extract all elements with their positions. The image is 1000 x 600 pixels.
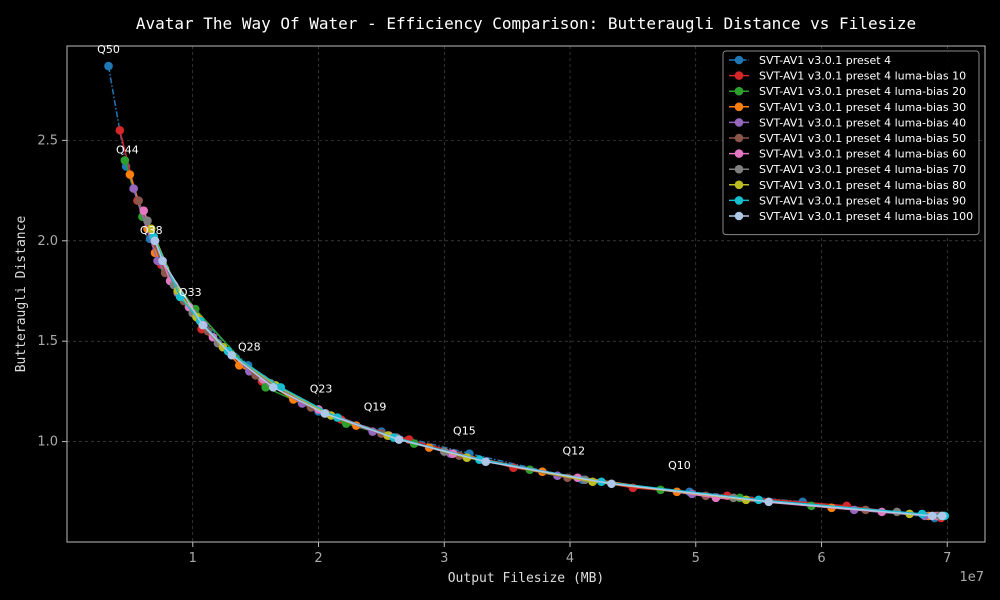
data-point bbox=[937, 511, 947, 521]
legend-marker bbox=[734, 196, 744, 205]
legend-label: SVT-AV1 v3.0.1 preset 4 luma-bias 20 bbox=[759, 85, 966, 98]
legend-entry: SVT-AV1 v3.0.1 preset 4 luma-bias 60 bbox=[729, 148, 966, 161]
legend-label: SVT-AV1 v3.0.1 preset 4 luma-bias 40 bbox=[759, 116, 966, 129]
data-point bbox=[754, 495, 763, 505]
legend-marker bbox=[734, 133, 744, 143]
quality-label: Q10 bbox=[668, 459, 691, 472]
data-point bbox=[139, 206, 149, 215]
legend-marker bbox=[734, 164, 744, 174]
legend-label: SVT-AV1 v3.0.1 preset 4 bbox=[759, 54, 891, 67]
x-axis-offset-label: 1e7 bbox=[959, 570, 984, 585]
data-point bbox=[134, 196, 143, 205]
quality-label: Q28 bbox=[238, 340, 261, 353]
quality-label: Q19 bbox=[364, 401, 387, 414]
data-point bbox=[394, 435, 404, 444]
legend-entry: SVT-AV1 v3.0.1 preset 4 luma-bias 10 bbox=[729, 70, 966, 83]
legend-entry: SVT-AV1 v3.0.1 preset 4 luma-bias 80 bbox=[729, 179, 966, 192]
legend-label: SVT-AV1 v3.0.1 preset 4 luma-bias 30 bbox=[759, 101, 966, 114]
data-point bbox=[129, 184, 138, 193]
legend-entry: SVT-AV1 v3.0.1 preset 4 luma-bias 70 bbox=[729, 163, 966, 176]
legend-marker bbox=[734, 86, 744, 96]
legend-entry: SVT-AV1 v3.0.1 preset 4 luma-bias 20 bbox=[729, 85, 966, 98]
legend-label: SVT-AV1 v3.0.1 preset 4 luma-bias 60 bbox=[759, 148, 966, 161]
y-tick-label: 1.5 bbox=[37, 334, 58, 349]
data-point bbox=[917, 509, 927, 519]
y-tick-label: 1.0 bbox=[37, 435, 58, 450]
data-point bbox=[125, 170, 135, 179]
series-10 bbox=[150, 236, 947, 521]
quality-label: Q38 bbox=[140, 224, 163, 237]
legend-marker bbox=[734, 211, 744, 221]
data-point bbox=[927, 511, 937, 521]
data-point bbox=[158, 256, 167, 266]
data-point bbox=[104, 61, 113, 71]
x-tick-label: 1 bbox=[189, 551, 197, 566]
series-lines bbox=[104, 61, 950, 523]
y-tick-label: 2.0 bbox=[37, 234, 58, 249]
quality-label: Q33 bbox=[179, 286, 202, 299]
data-point bbox=[146, 224, 156, 234]
data-point bbox=[764, 497, 774, 507]
quality-label: Q23 bbox=[310, 382, 333, 395]
quality-label: Q12 bbox=[562, 445, 585, 458]
quality-label: Q44 bbox=[116, 143, 139, 156]
quality-annotations: Q50 Q44 Q38 Q33 Q28 Q23 Q19 Q15 Q12 Q10 bbox=[97, 43, 691, 472]
legend-entry: SVT-AV1 v3.0.1 preset 4 luma-bias 30 bbox=[729, 101, 966, 114]
data-point bbox=[607, 479, 616, 489]
legend-entry: SVT-AV1 v3.0.1 preset 4 bbox=[729, 54, 891, 67]
x-tick-label: 7 bbox=[943, 551, 951, 566]
legend-entry: SVT-AV1 v3.0.1 preset 4 luma-bias 100 bbox=[729, 210, 973, 223]
legend-entry: SVT-AV1 v3.0.1 preset 4 luma-bias 50 bbox=[729, 132, 966, 145]
axis-ticks: 1 2 3 4 5 6 7 1.0 1.5 2.0 2.5 bbox=[37, 133, 951, 566]
x-axis-label: Output Filesize (MB) bbox=[448, 571, 605, 586]
legend-marker bbox=[734, 102, 744, 112]
legend-label: SVT-AV1 v3.0.1 preset 4 luma-bias 80 bbox=[759, 179, 966, 192]
x-tick-label: 5 bbox=[692, 551, 700, 566]
quality-label: Q15 bbox=[453, 425, 476, 438]
data-point bbox=[143, 216, 152, 226]
data-point bbox=[115, 126, 125, 135]
legend-label: SVT-AV1 v3.0.1 preset 4 luma-bias 100 bbox=[759, 210, 973, 223]
legend-entry: SVT-AV1 v3.0.1 preset 4 luma-bias 90 bbox=[729, 194, 966, 207]
legend-marker bbox=[734, 118, 744, 127]
series-line bbox=[154, 240, 943, 517]
data-point bbox=[175, 292, 185, 302]
data-point bbox=[320, 409, 330, 418]
legend-label: SVT-AV1 v3.0.1 preset 4 luma-bias 10 bbox=[759, 70, 966, 83]
x-tick-label: 6 bbox=[817, 551, 825, 566]
data-point bbox=[198, 320, 208, 330]
data-point bbox=[481, 457, 491, 466]
legend-marker bbox=[734, 71, 744, 80]
data-point bbox=[120, 156, 130, 165]
y-tick-label: 2.5 bbox=[37, 133, 58, 148]
legend-label: SVT-AV1 v3.0.1 preset 4 luma-bias 50 bbox=[759, 132, 966, 145]
legend-marker bbox=[734, 180, 744, 190]
plot-frame bbox=[66, 45, 986, 543]
legend-label: SVT-AV1 v3.0.1 preset 4 luma-bias 70 bbox=[759, 163, 966, 176]
legend-marker bbox=[734, 55, 744, 65]
legend-entry: SVT-AV1 v3.0.1 preset 4 luma-bias 40 bbox=[729, 116, 966, 129]
grid-lines bbox=[67, 46, 985, 542]
legend-box bbox=[722, 50, 980, 236]
legend: SVT-AV1 v3.0.1 preset 4 SVT-AV1 v3.0.1 pr… bbox=[722, 50, 980, 236]
y-axis-label: Butteraugli Distance bbox=[14, 216, 29, 373]
x-tick-label: 4 bbox=[566, 551, 574, 566]
chart-title: Avatar The Way Of Water - Efficiency Com… bbox=[136, 14, 916, 33]
x-tick-label: 3 bbox=[440, 551, 448, 566]
data-point bbox=[150, 236, 160, 246]
quality-label: Q50 bbox=[97, 43, 120, 56]
legend-label: SVT-AV1 v3.0.1 preset 4 luma-bias 90 bbox=[759, 194, 966, 207]
legend-marker bbox=[734, 149, 744, 158]
data-point bbox=[268, 383, 278, 392]
data-point bbox=[227, 350, 237, 360]
x-tick-label: 2 bbox=[314, 551, 322, 566]
